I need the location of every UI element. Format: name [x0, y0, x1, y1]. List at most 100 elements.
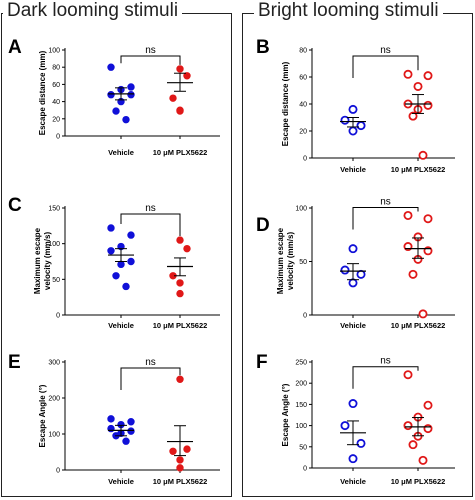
significance-bracket-e — [120, 367, 181, 390]
data-point-a-plx5622 — [169, 94, 177, 102]
y-axis-label-d: velocity (mm/s) — [286, 232, 295, 291]
x-category-label-c: Vehicle — [108, 321, 134, 330]
x-category-label-e: 10 μM PLX5622 — [153, 477, 208, 486]
data-point-d-vehicle — [356, 269, 366, 279]
data-point-f-plx5622 — [403, 421, 413, 431]
left-column-title: Dark looming stimuli — [3, 0, 183, 22]
data-point-c-plx5622 — [183, 244, 191, 253]
data-point-c-vehicle — [107, 224, 115, 232]
data-point-d-plx5622 — [418, 309, 428, 319]
y-tick-label-f: 100 — [295, 423, 307, 430]
significance-label-f: ns — [380, 356, 391, 367]
data-point-b-plx5622 — [423, 71, 433, 81]
significance-label-c: ns — [145, 203, 156, 214]
significance-label-d: ns — [380, 196, 391, 207]
data-point-d-plx5622 — [423, 214, 433, 224]
x-category-label-e: Vehicle — [108, 477, 134, 486]
data-point-f-plx5622 — [423, 400, 433, 410]
data-point-c-vehicle — [112, 272, 120, 280]
panel-letter-c: C — [8, 195, 22, 216]
data-point-b-plx5622 — [418, 150, 428, 160]
right-column-title: Bright looming stimuli — [254, 0, 443, 22]
y-tick-label-f: 200 — [295, 381, 307, 388]
y-axis-label-c: velocity (mm/s) — [43, 232, 52, 291]
data-point-c-vehicle — [122, 282, 130, 291]
y-tick-label-b: 20 — [299, 129, 307, 136]
data-point-a-plx5622 — [176, 65, 184, 73]
data-point-e-vehicle — [122, 437, 130, 445]
data-point-c-vehicle — [117, 260, 125, 269]
y-tick-label-b: 0 — [303, 156, 307, 163]
x-category-label-a: Vehicle — [108, 148, 134, 157]
panel-letter-f: F — [256, 352, 268, 373]
data-point-c-vehicle — [127, 257, 135, 266]
data-point-d-plx5622 — [408, 269, 418, 279]
y-tick-label-f: 50 — [299, 444, 307, 451]
x-category-label-b: Vehicle — [340, 165, 366, 174]
data-point-d-plx5622 — [403, 210, 413, 220]
y-tick-label-f: 0 — [303, 466, 307, 473]
y-tick-label-b: 60 — [299, 75, 307, 82]
data-point-e-plx5622 — [183, 445, 191, 453]
data-point-e-vehicle — [127, 427, 135, 435]
y-axis-label-c: Maximum escape — [33, 227, 42, 294]
data-point-e-vehicle — [127, 418, 135, 426]
y-tick-label-e: 100 — [48, 432, 60, 439]
data-point-c-plx5622 — [176, 236, 184, 244]
data-point-c-vehicle — [107, 247, 115, 255]
y-axis-label-d: Maximum escape — [276, 227, 285, 294]
y-tick-label-d: 0 — [303, 313, 307, 320]
significance-label-b: ns — [380, 45, 391, 56]
data-point-e-plx5622 — [169, 447, 177, 455]
data-point-e-plx5622 — [176, 375, 184, 383]
panel-letter-a: A — [8, 37, 22, 58]
y-tick-label-a: 60 — [52, 82, 60, 89]
significance-label-e: ns — [145, 357, 156, 368]
y-tick-label-e: 0 — [56, 468, 60, 475]
data-point-a-plx5622 — [183, 72, 191, 80]
x-category-label-b: 10 μM PLX5622 — [391, 165, 446, 174]
y-tick-label-b: 40 — [299, 102, 307, 109]
significance-bracket-c — [120, 213, 181, 236]
data-point-a-vehicle — [112, 107, 120, 115]
y-tick-label-f: 150 — [295, 402, 307, 409]
significance-bracket-b — [352, 55, 419, 78]
y-tick-label-c: 50 — [52, 277, 60, 284]
x-category-label-d: Vehicle — [340, 321, 366, 330]
y-axis-label-f: Escape Angle (°) — [281, 383, 290, 446]
data-point-f-vehicle — [348, 454, 358, 464]
data-point-b-plx5622 — [408, 111, 418, 121]
significance-bracket-a — [120, 55, 181, 65]
data-point-b-vehicle — [356, 121, 366, 131]
y-tick-label-d: 50 — [299, 259, 307, 266]
x-category-label-f: 10 μM PLX5622 — [391, 477, 446, 486]
significance-bracket-d — [352, 206, 419, 230]
y-tick-label-a: 80 — [52, 65, 60, 72]
y-tick-label-c: 0 — [56, 313, 60, 320]
x-category-label-c: 10 μM PLX5622 — [153, 321, 208, 330]
data-point-a-plx5622 — [176, 107, 184, 115]
data-point-f-plx5622 — [418, 455, 428, 465]
data-point-b-plx5622 — [413, 81, 423, 91]
y-tick-label-f: 250 — [295, 360, 307, 367]
data-point-b-vehicle — [348, 104, 358, 114]
data-point-d-vehicle — [348, 244, 358, 254]
panel-letter-d: D — [256, 215, 270, 236]
y-tick-label-e: 300 — [48, 360, 60, 367]
data-point-b-vehicle — [348, 126, 358, 136]
data-point-b-plx5622 — [423, 100, 433, 110]
y-tick-label-e: 200 — [48, 396, 60, 403]
data-point-f-plx5622 — [403, 370, 413, 380]
x-category-label-d: 10 μM PLX5622 — [391, 321, 446, 330]
data-point-a-vehicle — [107, 91, 115, 99]
data-point-e-plx5622 — [176, 456, 184, 464]
x-category-label-f: Vehicle — [340, 477, 366, 486]
panel-letter-b: B — [256, 37, 270, 58]
y-axis-label-b: Escape distance (mm) — [281, 61, 290, 146]
data-point-f-vehicle — [356, 438, 366, 448]
data-point-c-plx5622 — [176, 279, 184, 287]
data-point-a-vehicle — [122, 115, 130, 124]
y-tick-label-c: 150 — [48, 206, 60, 213]
data-point-e-vehicle — [107, 415, 115, 423]
